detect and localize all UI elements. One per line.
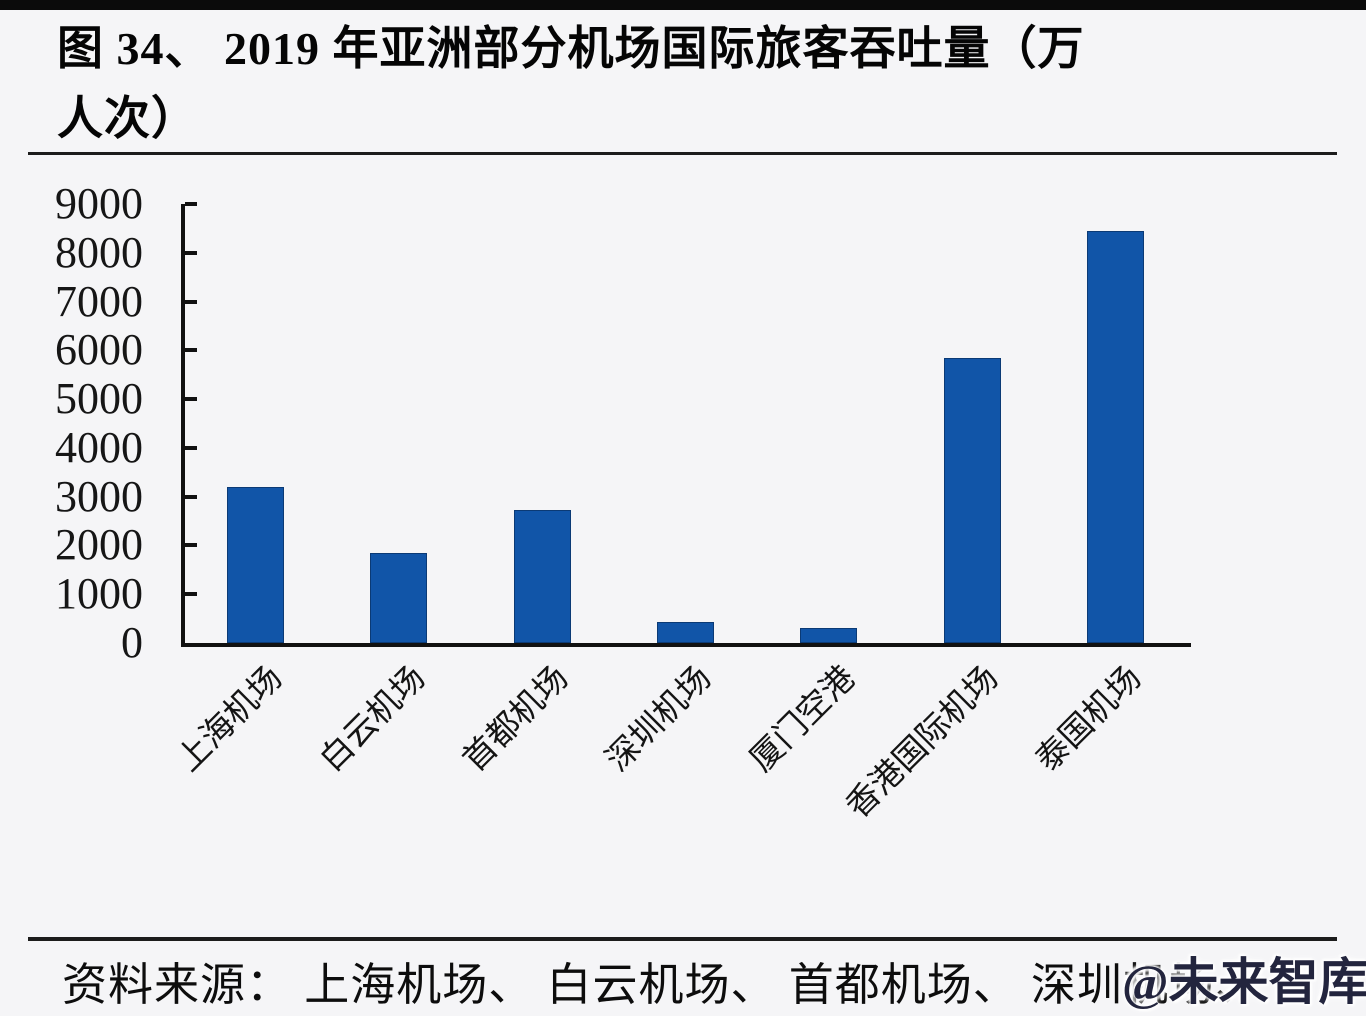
source-divider-line [28, 937, 1337, 941]
y-tick-label: 1000 [55, 569, 143, 619]
bar-厦门空港 [800, 627, 858, 643]
bar-香港国际机场 [943, 357, 1001, 643]
top-border-bar [0, 0, 1366, 10]
chart-title-line1: 图 34、 2019 年亚洲部分机场国际旅客吞吐量（万 [57, 23, 1085, 74]
bar-深圳机场 [656, 622, 714, 643]
y-tick-label: 3000 [55, 471, 143, 521]
y-axis-tick [185, 397, 197, 402]
y-axis-tick [185, 592, 197, 597]
y-tick-label: 2000 [55, 520, 143, 570]
bar-首都机场 [513, 510, 571, 643]
y-axis-tick [185, 445, 197, 450]
y-axis-tick [185, 348, 197, 353]
y-axis-tick [185, 299, 197, 304]
y-tick-label: 5000 [55, 374, 143, 424]
y-axis-tick [185, 202, 197, 206]
y-axis-tick [185, 250, 197, 255]
bar-泰国机场 [1086, 231, 1144, 643]
bar-白云机场 [370, 553, 428, 643]
y-tick-label: 9000 [55, 179, 143, 228]
y-tick-label: 0 [121, 618, 143, 667]
bar-上海机场 [227, 487, 284, 643]
title-divider-line [28, 152, 1337, 155]
y-axis-tick [185, 494, 197, 499]
chart-title-line2: 人次） [57, 93, 198, 144]
source-text: 资料来源： 上海机场、 白云机场、 首都机场、 深圳机场、 [62, 960, 1262, 1010]
y-tick-label: 7000 [55, 276, 143, 326]
y-axis-tick [185, 543, 197, 548]
y-tick-label: 6000 [55, 325, 143, 375]
y-tick-label: 4000 [55, 422, 143, 472]
y-tick-label: 8000 [55, 227, 143, 277]
watermark-text: @未来智库 [1122, 954, 1366, 1010]
y-axis-line [181, 204, 185, 647]
chart-title: 图 34、 2019 年亚洲部分机场国际旅客吞吐量（万 人次） [57, 14, 1327, 154]
x-axis-line [181, 643, 1191, 647]
